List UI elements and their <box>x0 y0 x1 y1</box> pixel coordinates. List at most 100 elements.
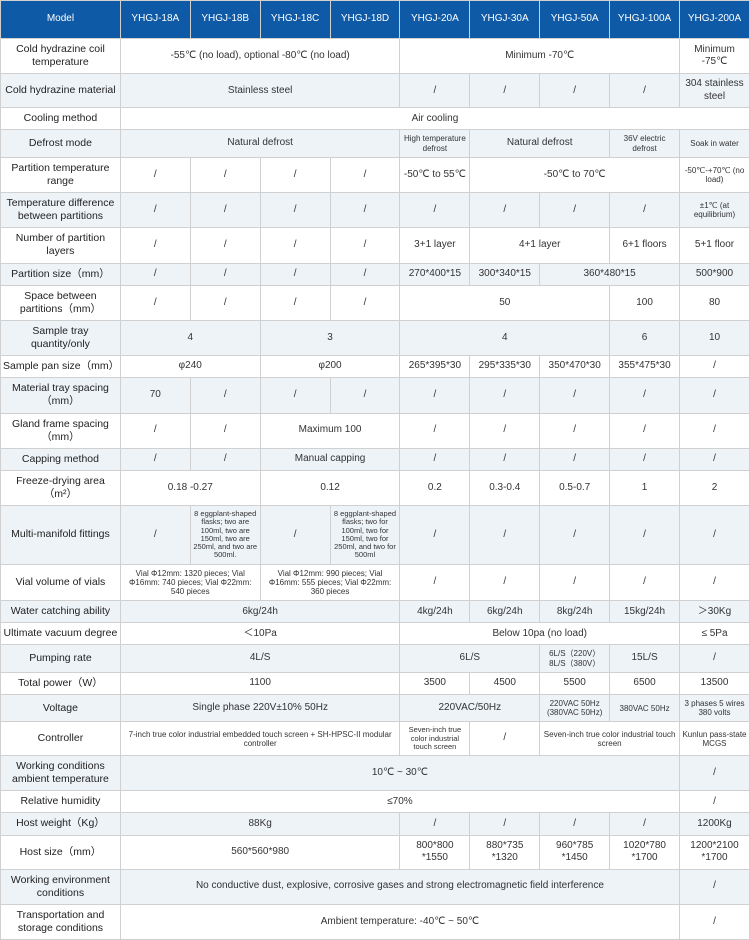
cell: 295*335*30 <box>470 356 540 378</box>
cell: / <box>260 378 330 413</box>
row-label: Pumping rate <box>1 645 121 672</box>
cell: Kunlun pass-state MCGS <box>680 722 750 756</box>
cell: 3 <box>260 320 400 355</box>
cell: 3500 <box>400 672 470 694</box>
cell: / <box>610 448 680 470</box>
table-row: Material tray spacing（mm）70//////// <box>1 378 750 413</box>
table-row: Freeze-drying area（m²）0.18 -0.270.120.20… <box>1 470 750 505</box>
cell: Soak in water <box>680 130 750 157</box>
row-label: Temperature difference between partition… <box>1 193 121 228</box>
cell: 800*800 *1550 <box>400 835 470 869</box>
row-label: Host weight（Kg） <box>1 813 121 835</box>
cell: ＞30Kg <box>680 601 750 623</box>
header-col: YHGJ-200A <box>680 1 750 39</box>
cell: 6L/S <box>400 645 540 672</box>
row-label: Controller <box>1 722 121 756</box>
row-label: Multi-manifold fittings <box>1 506 121 565</box>
cell: 265*395*30 <box>400 356 470 378</box>
cell: Seven-inch true color industrial touch s… <box>400 722 470 756</box>
cell: 8 eggplant-shaped flasks; two are 100ml,… <box>190 506 260 565</box>
cell: 6kg/24h <box>120 601 400 623</box>
cell: 500*900 <box>680 263 750 285</box>
row-label: Working conditions ambient temperature <box>1 756 121 791</box>
cell: / <box>330 193 400 228</box>
cell: / <box>260 285 330 320</box>
cell: / <box>610 413 680 448</box>
cell: Natural defrost <box>120 130 400 157</box>
cell: / <box>680 645 750 672</box>
cell: / <box>610 813 680 835</box>
cell: 0.5-0.7 <box>540 470 610 505</box>
header-col: YHGJ-30A <box>470 1 540 39</box>
cell: 6+1 floors <box>610 228 680 263</box>
row-label: Working environment conditions <box>1 869 121 904</box>
table-row: Controller7-inch true color industrial e… <box>1 722 750 756</box>
cell: 70 <box>120 378 190 413</box>
cell: / <box>400 413 470 448</box>
cell: 7-inch true color industrial embedded to… <box>120 722 400 756</box>
table-row: Capping method//Manual capping///// <box>1 448 750 470</box>
cell: Seven-inch true color industrial touch s… <box>540 722 680 756</box>
cell: / <box>610 506 680 565</box>
cell: 36V electric defrost <box>610 130 680 157</box>
cell: / <box>540 74 610 108</box>
row-label: Number of partition layers <box>1 228 121 263</box>
cell: / <box>400 448 470 470</box>
cell: Single phase 220V±10% 50Hz <box>120 694 400 721</box>
cell: Ambient temperature: -40℃ ~ 50℃ <box>120 904 679 939</box>
cell: 13500 <box>680 672 750 694</box>
cell: / <box>120 193 190 228</box>
cell: / <box>190 263 260 285</box>
table-row: Water catching ability6kg/24h4kg/24h6kg/… <box>1 601 750 623</box>
header-col: YHGJ-18D <box>330 1 400 39</box>
cell: Air cooling <box>120 108 749 130</box>
cell: φ200 <box>260 356 400 378</box>
table-row: Partition temperature range////-50℃ to 5… <box>1 157 750 192</box>
cell: / <box>400 564 470 601</box>
cell: / <box>540 378 610 413</box>
cell: 6 <box>610 320 680 355</box>
cell: Natural defrost <box>470 130 610 157</box>
cell: 4500 <box>470 672 540 694</box>
cell: / <box>190 157 260 192</box>
header-col: YHGJ-100A <box>610 1 680 39</box>
table-row: Gland frame spacing（mm）//Maximum 100////… <box>1 413 750 448</box>
cell: 10 <box>680 320 750 355</box>
cell: / <box>190 193 260 228</box>
header-col: YHGJ-20A <box>400 1 470 39</box>
cell: / <box>330 285 400 320</box>
cell: / <box>120 157 190 192</box>
cell: 6kg/24h <box>470 601 540 623</box>
table-row: Multi-manifold fittings / 8 eggplant-shape… <box>1 506 750 565</box>
cell: Minimum -75℃ <box>680 39 750 74</box>
row-label: Total power（W） <box>1 672 121 694</box>
cell: ≤70% <box>120 791 679 813</box>
cell: Minimum -70℃ <box>400 39 680 74</box>
table-row: Temperature difference between partition… <box>1 193 750 228</box>
cell: / <box>540 813 610 835</box>
cell: / <box>470 193 540 228</box>
cell: / <box>470 413 540 448</box>
cell: / <box>400 74 470 108</box>
cell: / <box>330 263 400 285</box>
cell: / <box>680 791 750 813</box>
table-row: Working environment conditionsNo conduct… <box>1 869 750 904</box>
cell: / <box>610 564 680 601</box>
table-row: Space between partitions（mm）////5010080 <box>1 285 750 320</box>
cell: / <box>680 356 750 378</box>
cell: / <box>540 506 610 565</box>
cell: / <box>680 756 750 791</box>
cell: 0.12 <box>260 470 400 505</box>
row-label: Space between partitions（mm） <box>1 285 121 320</box>
cell: / <box>470 722 540 756</box>
row-label: Transportation and storage conditions <box>1 904 121 939</box>
cell: -50℃-+70℃ (no load) <box>680 157 750 192</box>
cell: / <box>330 228 400 263</box>
header-col: YHGJ-18A <box>120 1 190 39</box>
header-model: Model <box>1 1 121 39</box>
cell: / <box>190 378 260 413</box>
table-row: Ultimate vacuum degree＜10PaBelow 10pa (n… <box>1 623 750 645</box>
table-row: Pumping rate4L/S6L/S6L/S（220V）8L/S（380V）… <box>1 645 750 672</box>
cell: 4 <box>120 320 260 355</box>
cell: 4+1 layer <box>470 228 610 263</box>
